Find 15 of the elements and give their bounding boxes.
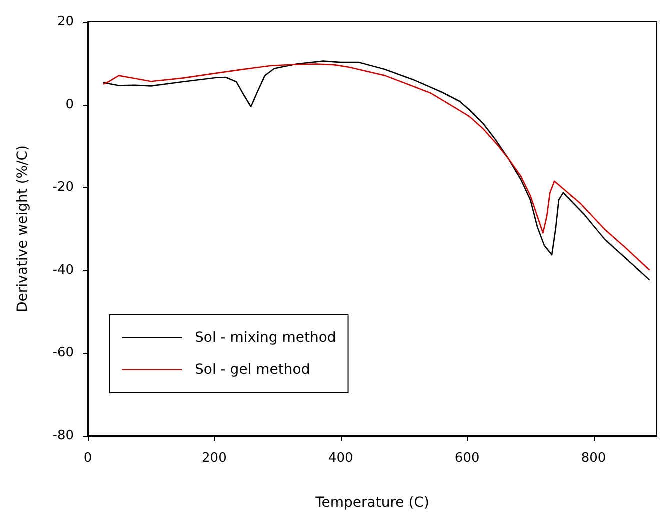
y-tick-label: -20: [52, 180, 74, 196]
y-tick-label: -80: [52, 428, 74, 444]
legend-label: Sol - mixing method: [195, 330, 336, 346]
x-tick-label: 0: [84, 451, 92, 466]
x-tick-label: 200: [202, 451, 227, 466]
y-tick-label: 0: [66, 97, 74, 112]
x-tick-label: 400: [328, 451, 354, 466]
y-tick-label: -40: [52, 262, 74, 278]
y-axis-title: Derivative weight (%/C): [15, 145, 31, 313]
x-axis-title: Temperature (C): [314, 495, 430, 511]
x-tick-label: 600: [454, 451, 480, 466]
x-tick-label: 800: [581, 451, 606, 466]
legend-label: Sol - gel method: [195, 362, 310, 378]
y-tick-label: -60: [52, 346, 74, 361]
y-tick-label: 20: [57, 14, 74, 30]
